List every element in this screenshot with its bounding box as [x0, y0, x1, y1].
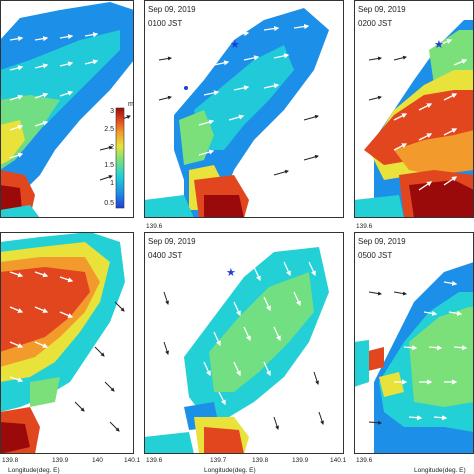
tick-label: 139.8 — [252, 457, 269, 464]
x-axis-label: Longitude(deg. E) — [8, 467, 60, 474]
panel-0200: ★ Sep 09, 2019 0200 JST — [354, 0, 474, 218]
star-marker: ★ — [226, 267, 236, 279]
colorbar-tick: 1 — [110, 180, 114, 187]
panel-time: 0200 JST — [358, 19, 392, 28]
star-marker: ★ — [434, 39, 444, 51]
colorbar-tick: 0.5 — [104, 200, 114, 207]
tick-label: 139.6 — [146, 223, 163, 230]
x-axis-label: Longitude(deg. E) — [204, 467, 256, 474]
tick-label: 140.1 — [124, 457, 141, 464]
colorbar-tick: 1.5 — [104, 162, 114, 169]
panel-0400: ★ Sep 09, 2019 0400 JST — [144, 232, 344, 454]
colorbar: 3 2.5 2 1.5 1 0.5 m — [104, 101, 134, 209]
colorbar-unit: m — [128, 101, 134, 108]
star-marker: ★ — [230, 39, 240, 51]
tick-label: 139.6 — [146, 457, 163, 464]
panel-time: 0100 JST — [148, 19, 182, 28]
panel-date: Sep 09, 2019 — [148, 5, 196, 14]
x-axis-top: 139.6 139.6 — [146, 223, 373, 230]
panel-0300 — [0, 232, 134, 454]
colorbar-tick: 2 — [110, 144, 114, 151]
tick-label: 139.6 — [356, 223, 373, 230]
panel-0000: 3 2.5 2 1.5 1 0.5 m — [0, 0, 134, 218]
x-axis-label: Longitude(deg. E) — [414, 467, 466, 474]
panel-time: 0400 JST — [148, 251, 182, 260]
tick-label: 139.9 — [292, 457, 309, 464]
colorbar-tick: 3 — [110, 108, 114, 115]
x-axis-bottom: 139.8 139.9 140 140.1 139.6 139.7 139.8 … — [2, 457, 466, 474]
panel-0500: Sep 09, 2019 0500 JST — [354, 232, 474, 454]
tick-label: 140 — [92, 457, 103, 464]
panel-date: Sep 09, 2019 — [358, 237, 406, 246]
tick-label: 140.1 — [330, 457, 347, 464]
tick-label: 139.7 — [210, 457, 227, 464]
panel-time: 0500 JST — [358, 251, 392, 260]
panel-0100: ★ Sep 09, 2019 0100 JST — [144, 0, 344, 218]
panel-date: Sep 09, 2019 — [358, 5, 406, 14]
tick-label: 139.9 — [52, 457, 69, 464]
vector-arrows — [9, 32, 99, 159]
panel-date: Sep 09, 2019 — [148, 237, 196, 246]
tick-label: 139.6 — [356, 457, 373, 464]
station-marker — [184, 86, 188, 90]
colorbar-tick: 2.5 — [104, 126, 114, 133]
tick-label: 139.8 — [2, 457, 19, 464]
